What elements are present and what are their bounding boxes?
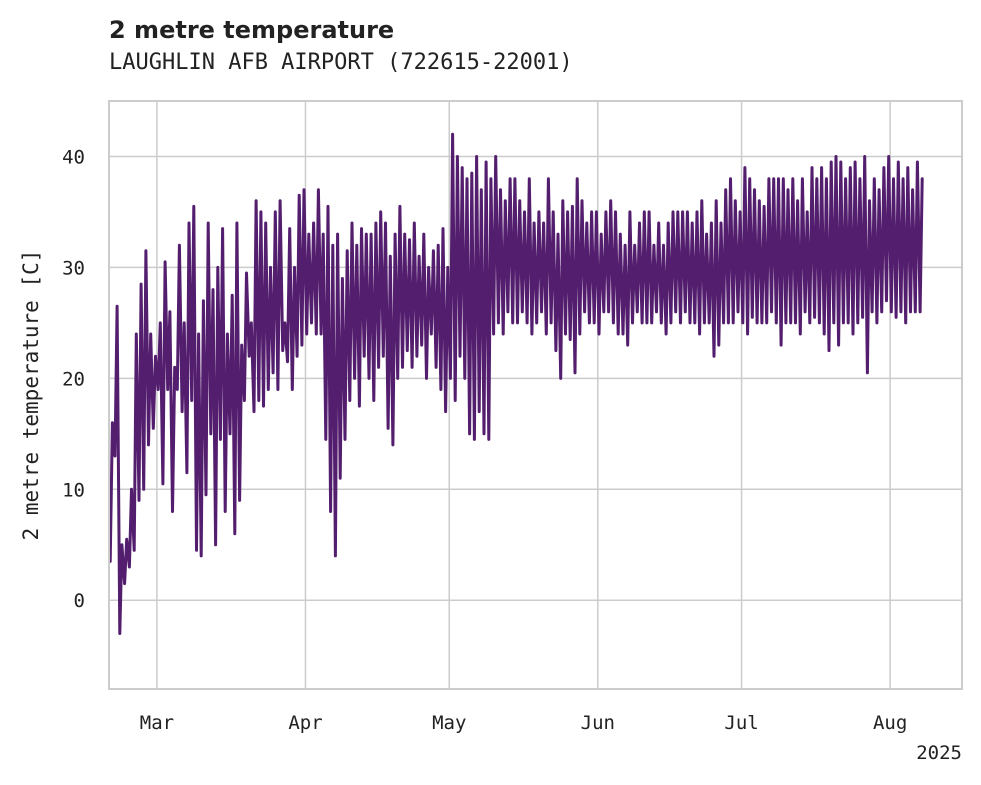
x-tick-label: Mar [140, 712, 174, 734]
y-axis-title: 2 metre temperature [C] [19, 250, 43, 541]
x-tick-label: Aug [873, 712, 907, 734]
x-tick-label: Apr [288, 712, 322, 734]
y-tick-label: 40 [62, 146, 85, 168]
plot-frame [108, 100, 963, 690]
y-tick-label: 30 [62, 257, 85, 279]
series-group [108, 132, 924, 635]
x-tick-label: May [432, 712, 466, 734]
y-tick-label: 10 [62, 479, 85, 501]
chart-subtitle: LAUGHLIN AFB AIRPORT (722615-22001) [109, 50, 573, 75]
x-tick-labels: Mar Apr May Jun Jul Aug [140, 712, 908, 734]
chart-title: 2 metre temperature [109, 16, 395, 44]
x-tick-label: Jun [581, 712, 615, 734]
y-tick-labels: 0 10 20 30 40 [62, 146, 85, 612]
temperature-series-line [108, 132, 924, 635]
x-offset-label: 2025 [916, 742, 962, 764]
x-tick-label: Jul [724, 712, 758, 734]
y-tick-label: 20 [62, 368, 85, 390]
y-tick-label: 0 [74, 590, 85, 612]
